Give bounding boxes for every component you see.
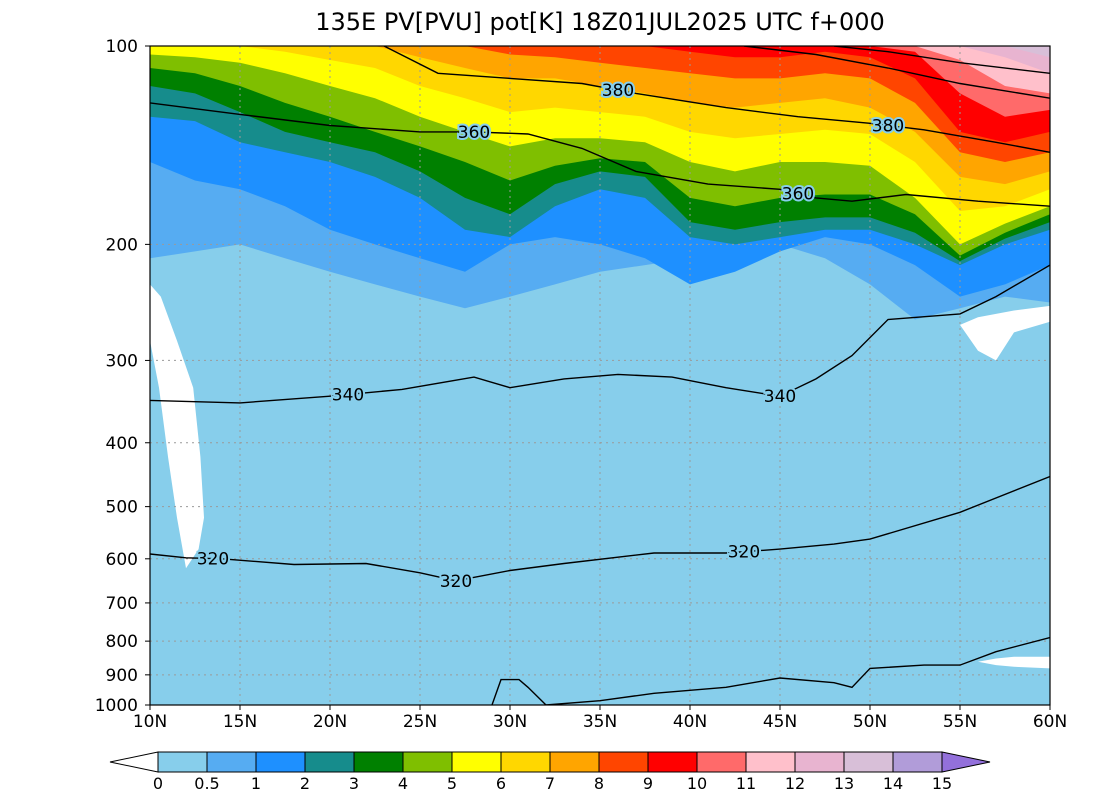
x-tick-label: 35N xyxy=(583,712,617,732)
x-tick-label: 60N xyxy=(1033,712,1067,732)
colorbar-tick-label: 0 xyxy=(153,774,163,793)
colorbar: 0 0.5 1 2 3 4 5 6 7 8 9 10 11 12 13 14 15 xyxy=(109,751,991,793)
x-tick-label: 45N xyxy=(763,712,797,732)
colorbar-swatch xyxy=(549,751,600,773)
colorbar-tick-label: 15 xyxy=(932,774,952,793)
colorbar-swatch xyxy=(892,751,943,773)
colorbar-tick-label: 4 xyxy=(398,774,408,793)
x-tick-label: 30N xyxy=(493,712,527,732)
x-tick-label: 40N xyxy=(673,712,707,732)
pv-band-11 xyxy=(150,46,1050,94)
x-tick-label: 55N xyxy=(943,712,977,732)
colorbar-swatch xyxy=(157,751,208,773)
colorbar-swatch xyxy=(696,751,747,773)
colorbar-under-arrow xyxy=(109,751,159,773)
theta-contour-380 xyxy=(383,46,1050,153)
y-tick-label: 400 xyxy=(106,434,138,454)
colorbar-swatch xyxy=(745,751,796,773)
theta-contour-label: 320 xyxy=(728,543,760,563)
colorbar-tick-label: 2 xyxy=(300,774,310,793)
theta-contour-label: 340 xyxy=(764,387,796,407)
colorbar-tick-label: 10 xyxy=(687,774,707,793)
colorbar-swatch xyxy=(206,751,257,773)
x-tick-label: 10N xyxy=(133,712,167,732)
colorbar-tick-label: 11 xyxy=(736,774,756,793)
x-tick-label: 15N xyxy=(223,712,257,732)
pv-zero-high-lat-pocket xyxy=(960,305,1050,361)
colorbar-swatch xyxy=(647,751,698,773)
y-tick-label: 700 xyxy=(106,594,138,614)
theta-label-layer: 320 320 320 340 340 360 360 380 380 xyxy=(195,79,906,594)
colorbar-swatch xyxy=(451,751,502,773)
colorbar-tick-label: 9 xyxy=(643,774,653,793)
chart-title: 135E PV[PVU] pot[K] 18Z01JUL2025 UTC f+0… xyxy=(315,8,885,36)
colorbar-tick-label: 6 xyxy=(496,774,506,793)
colorbar-swatch xyxy=(402,751,453,773)
colorbar-swatch xyxy=(794,751,845,773)
theta-contour-label: 320 xyxy=(197,550,229,570)
y-tick-label: 200 xyxy=(106,235,138,255)
x-tick-label: 50N xyxy=(853,712,887,732)
theta-contour-label: 340 xyxy=(332,386,364,406)
colorbar-tick-label: 0.5 xyxy=(194,774,219,793)
x-tick-label: 25N xyxy=(403,712,437,732)
theta-contour-label: 380 xyxy=(872,116,904,136)
x-tick-label: 20N xyxy=(313,712,347,732)
colorbar-tick-label: 13 xyxy=(834,774,854,793)
theta-contour-380 xyxy=(833,46,1050,74)
theta-contour-label: 320 xyxy=(440,572,472,592)
theta-contour-360 xyxy=(150,102,1050,207)
colorbar-tick-label: 8 xyxy=(594,774,604,793)
colorbar-tick-label: 3 xyxy=(349,774,359,793)
theta-contour-label: 360 xyxy=(458,123,490,143)
theta-contour-380 xyxy=(743,46,1050,99)
pv-band-7 xyxy=(150,46,1050,185)
pv-zero-low-level-pocket xyxy=(978,656,1050,669)
y-tick-label: 1000 xyxy=(95,696,138,716)
colorbar-swatch xyxy=(304,751,355,773)
colorbar-tick-label: 12 xyxy=(785,774,805,793)
y-tick-label: 800 xyxy=(106,632,138,652)
y-tick-label: 900 xyxy=(106,666,138,686)
colorbar-tick-label: 14 xyxy=(883,774,903,793)
theta-contour-300 xyxy=(491,678,547,705)
y-tick-label: 300 xyxy=(106,351,138,371)
colorbar-swatch xyxy=(353,751,404,773)
y-tick-label: 600 xyxy=(106,550,138,570)
theta-contour-340 xyxy=(150,264,1050,404)
y-axis: 100 200 300 400 500 600 700 800 900 1000 xyxy=(95,37,150,716)
colorbar-swatch xyxy=(255,751,306,773)
colorbar-swatch xyxy=(500,751,551,773)
y-tick-label: 500 xyxy=(106,498,138,518)
theta-contour-320 xyxy=(150,475,1050,582)
x-axis: 10N 15N 20N 25N 30N 35N 40N 45N 50N 55N 60N xyxy=(133,705,1067,732)
colorbar-swatch xyxy=(843,751,894,773)
theta-contour-300 xyxy=(545,636,1050,705)
colorbar-tick-label: 1 xyxy=(251,774,261,793)
pv-zero-low-lat-column xyxy=(150,284,204,569)
y-tick-label: 100 xyxy=(106,37,138,57)
theta-contour-label: 380 xyxy=(602,81,634,101)
colorbar-tick-label: 5 xyxy=(447,774,457,793)
colorbar-over-arrow xyxy=(941,751,991,773)
colorbar-tick-label: 7 xyxy=(545,774,555,793)
theta-contour-layer xyxy=(150,46,1050,705)
theta-contour-label: 360 xyxy=(782,185,814,205)
colorbar-swatch xyxy=(598,751,649,773)
